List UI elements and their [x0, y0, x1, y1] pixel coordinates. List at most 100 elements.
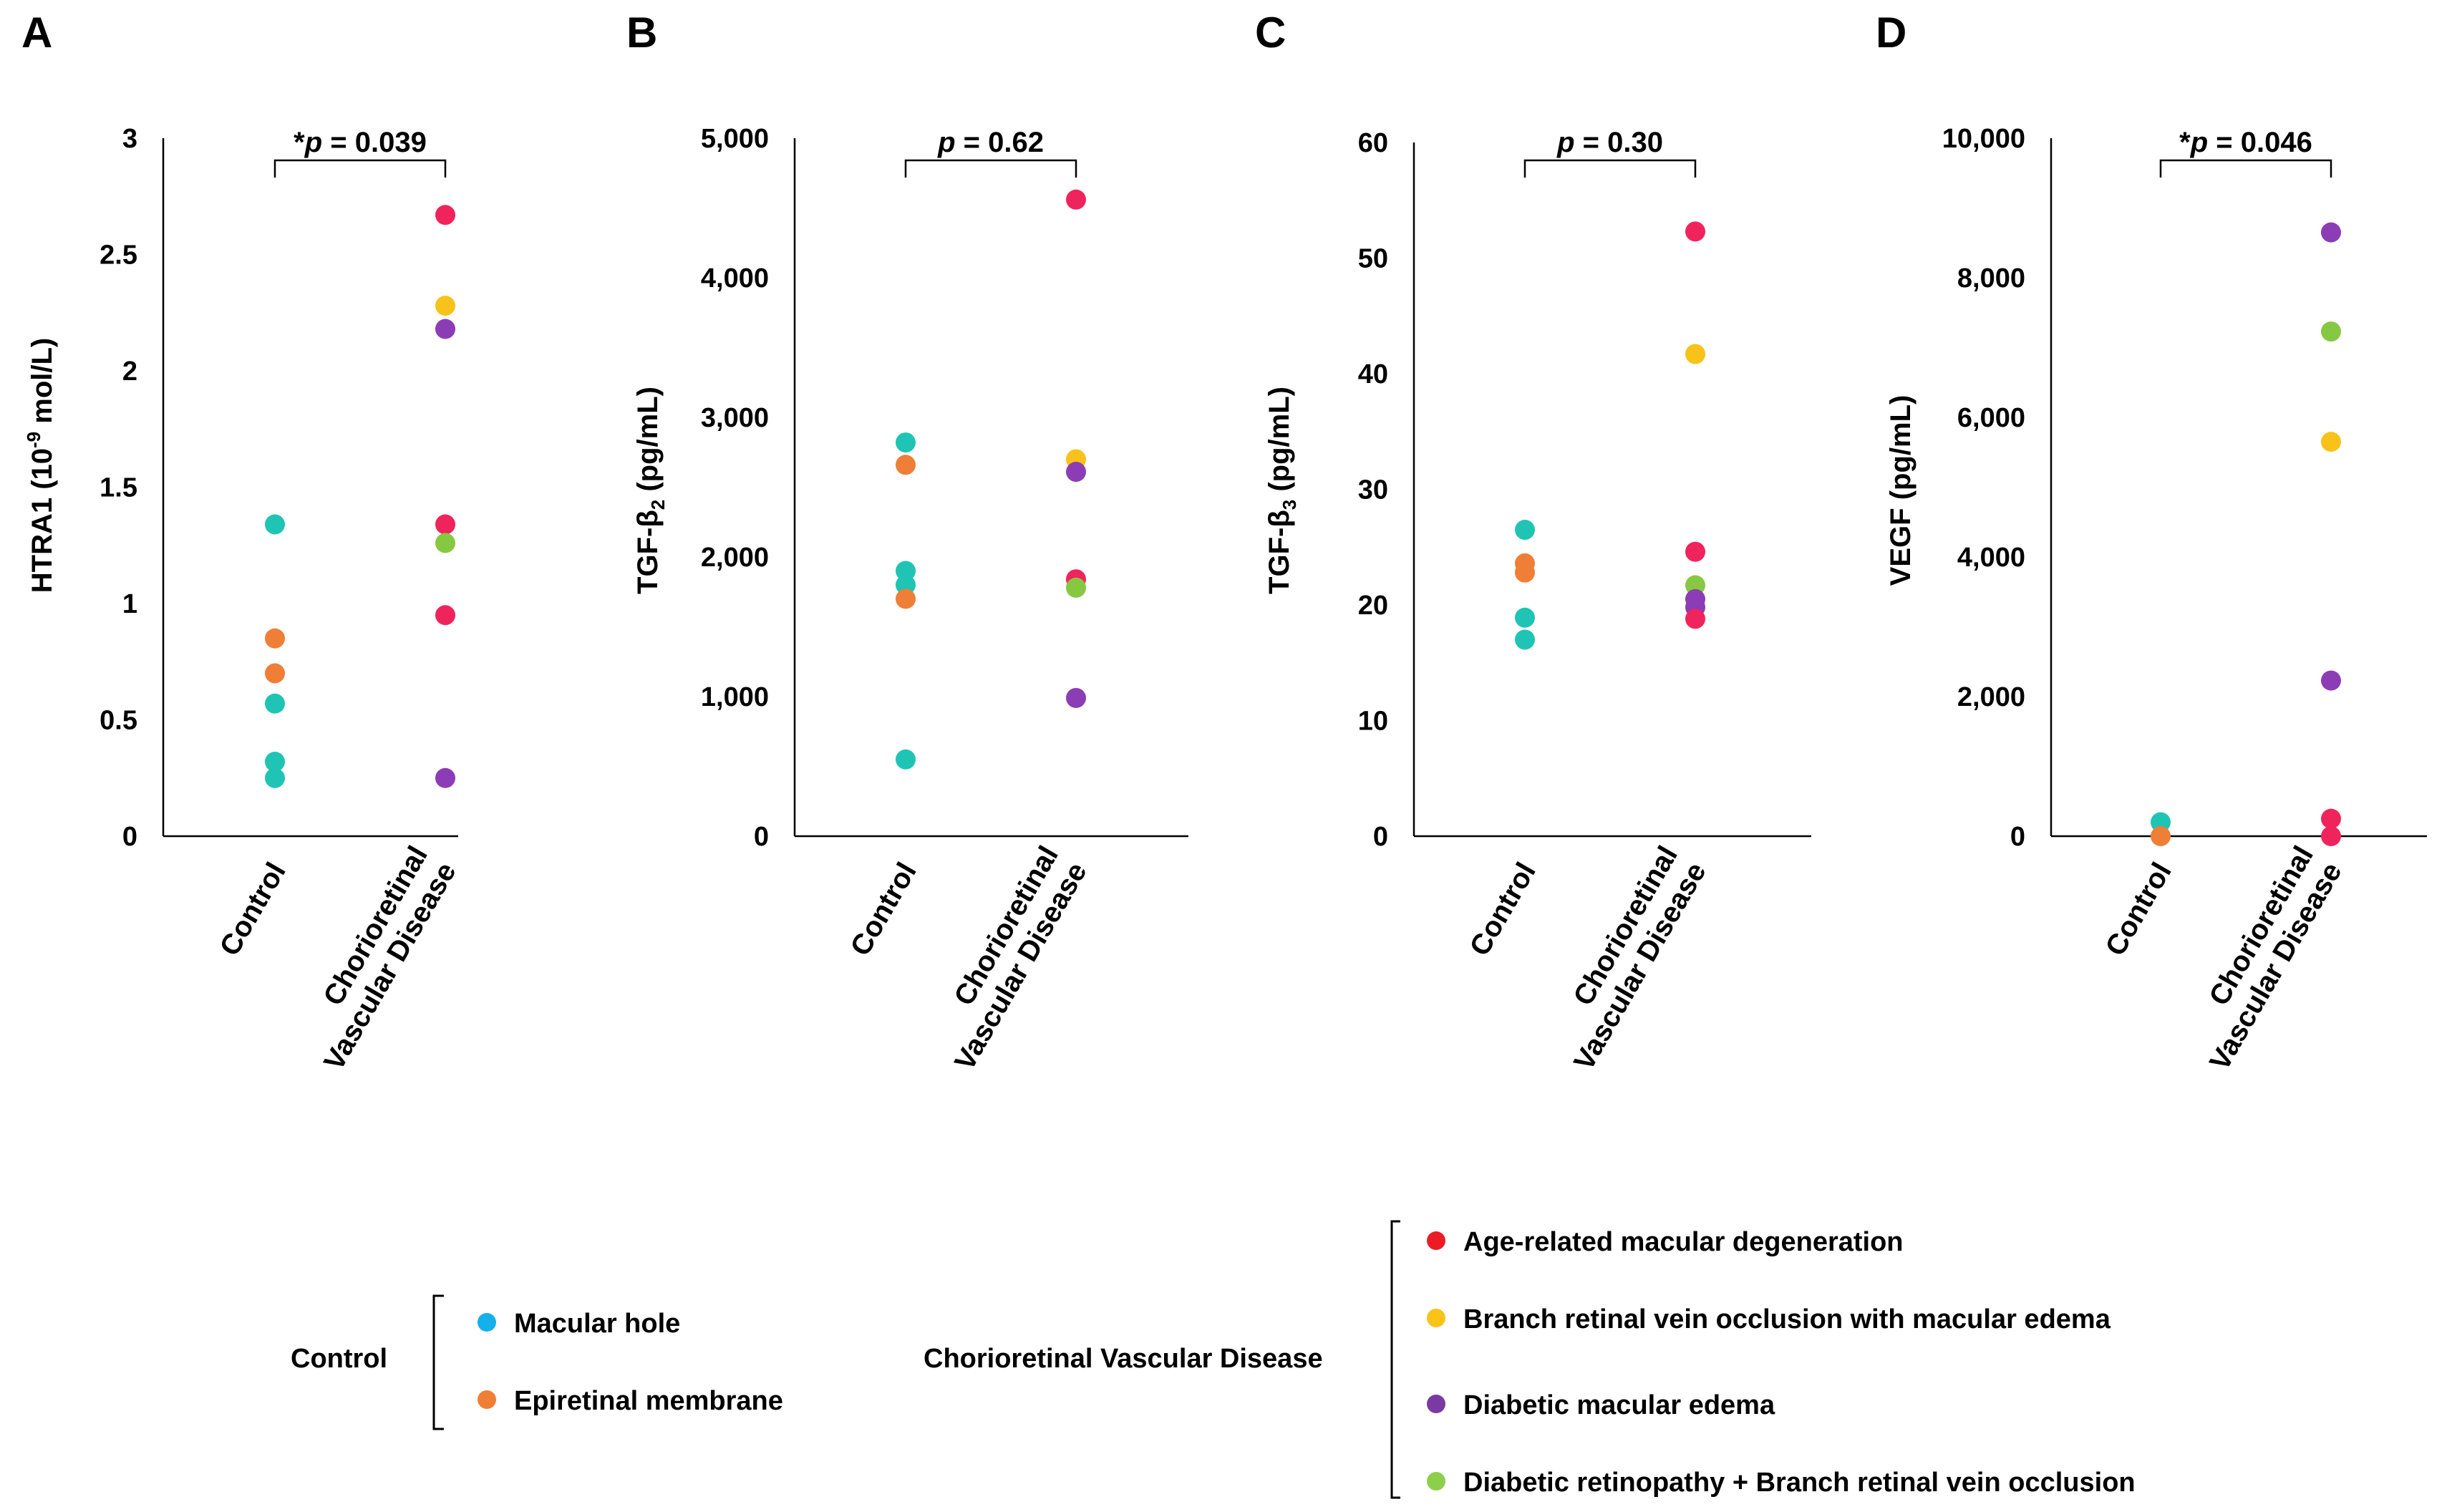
legend-item-dr-brvo: Diabetic retinopathy + Branch retinal ve… — [1463, 1468, 2136, 1498]
data-point-dr-brvo — [435, 533, 455, 553]
data-points — [896, 189, 1086, 770]
y-axis-label: TGF-β2 (pg/mL) — [632, 387, 669, 594]
y-axis-label: VEGF (pg/mL) — [1885, 395, 1916, 586]
y-tick-label: 5,000 — [701, 124, 769, 154]
y-tick-label: 8,000 — [1957, 263, 2025, 294]
data-point-macular-hole — [1515, 607, 1535, 628]
x-category-label-line: Control — [845, 858, 923, 961]
x-category-label: ChorioretinalVascular Disease — [2175, 841, 2347, 1076]
bracket-line — [904, 159, 1077, 178]
x-category-label: Control — [1464, 858, 1542, 961]
data-point-dr-brvo — [1066, 577, 1086, 598]
y-tick-label: 0.5 — [100, 706, 137, 736]
data-point-amd — [1685, 221, 1705, 242]
legend-swatch-macular-hole — [478, 1313, 496, 1332]
data-point-epiretinal-membrane — [265, 663, 285, 684]
panel-letter: C — [1255, 9, 1286, 57]
x-category-labels: Control ChorioretinalVascular Disease — [1464, 841, 1712, 1076]
y-tick-label: 0 — [754, 822, 769, 852]
data-point-amd — [1066, 189, 1086, 210]
significance-p: p — [937, 127, 955, 158]
y-tick-label: 2.5 — [100, 241, 137, 271]
significance-label: *p = 0.046 — [2179, 127, 2312, 158]
legend: Control Macular hole Epiretinal membrane… — [291, 1220, 2136, 1499]
y-axis-label: TGF-β3 (pg/mL) — [1264, 387, 1300, 594]
data-point-amd — [435, 514, 455, 535]
y-ticks: 0 10 20 30 40 50 60 — [1358, 128, 1388, 852]
y-axis-label-main: TGF-β — [1264, 510, 1295, 594]
data-point-dr-brvo — [1685, 575, 1705, 596]
legend-item-epiretinal-membrane: Epiretinal membrane — [514, 1386, 783, 1416]
y-tick-label: 2,000 — [1957, 682, 2025, 712]
legend-item-amd: Age-related macular degeneration — [1463, 1227, 1904, 1257]
data-point-epiretinal-membrane — [265, 628, 285, 649]
x-category-labels: Control ChorioretinalVascular Disease — [214, 841, 462, 1076]
data-point-epiretinal-membrane — [1515, 562, 1535, 583]
panel-letter: B — [626, 9, 657, 57]
legend-swatch-dme — [1427, 1395, 1445, 1413]
data-point-dr-brvo — [2321, 321, 2341, 342]
data-point-macular-hole — [265, 767, 285, 788]
y-tick-label: 40 — [1358, 359, 1388, 389]
significance-value: = 0.62 — [956, 127, 1044, 158]
y-ticks: 0 0.5 1 1.5 2 2.5 3 — [100, 124, 137, 852]
data-point-macular-hole — [896, 561, 916, 581]
significance-bracket — [2159, 159, 2332, 178]
data-point-dme — [435, 319, 455, 339]
panel-d: D VEGF (pg/mL) 0 2,000 4,000 6,000 8,000 10,0… — [1876, 9, 2427, 1076]
y-tick-label: 1 — [122, 589, 137, 619]
x-category-label: Control — [845, 858, 923, 961]
bracket-line — [273, 159, 447, 178]
y-tick-label: 0 — [1373, 822, 1388, 852]
legend-control-bracket — [432, 1294, 444, 1430]
y-tick-label: 4,000 — [1957, 543, 2025, 573]
data-point-amd — [435, 605, 455, 626]
significance-bracket — [273, 159, 447, 178]
significance-label: p = 0.30 — [1556, 127, 1663, 158]
x-category-label: Control — [214, 858, 292, 961]
y-axis-label-main: TGF-β — [632, 510, 664, 594]
data-point-macular-hole — [1515, 520, 1535, 541]
significance-p: p — [1556, 127, 1574, 158]
y-tick-label: 6,000 — [1957, 403, 2025, 433]
data-point-amd — [2321, 808, 2341, 829]
legend-item-dme: Diabetic macular edema — [1463, 1390, 1775, 1420]
data-point-macular-hole — [265, 514, 285, 535]
y-axis-label-tail: (pg/mL) — [1264, 387, 1295, 500]
significance-value: = 0.046 — [2208, 127, 2312, 158]
data-point-dme — [1066, 462, 1086, 483]
bracket-line — [1523, 159, 1697, 178]
significance-value: = 0.30 — [1575, 127, 1663, 158]
legend-item-macular-hole: Macular hole — [514, 1309, 680, 1339]
data-point-brvo — [2321, 432, 2341, 452]
y-axis-label-subscript: 3 — [1279, 500, 1300, 510]
y-tick-label: 10 — [1358, 707, 1388, 737]
data-points — [2151, 222, 2341, 846]
panel-letter: D — [1876, 9, 1906, 57]
y-ticks: 0 2,000 4,000 6,000 8,000 10,000 — [1942, 124, 2025, 852]
panel-a: A HTRA1 (10-9 mol/L) 0 0.5 1 1.5 2 2.5 3 *p = … — [21, 9, 462, 1076]
legend-control-title: Control — [291, 1344, 387, 1374]
data-point-macular-hole — [896, 432, 916, 453]
data-point-amd — [2321, 826, 2341, 846]
y-tick-label: 3,000 — [701, 403, 769, 433]
legend-disease-bracket — [1390, 1220, 1400, 1499]
significance-bracket — [904, 159, 1077, 178]
y-tick-label: 0 — [2010, 822, 2025, 852]
x-category-label-line: Control — [2100, 858, 2178, 961]
y-axis-label-main: HTRA1 (10 — [26, 448, 58, 593]
data-point-macular-hole — [265, 693, 285, 714]
significance-p: p — [2190, 127, 2208, 158]
data-point-amd — [1685, 541, 1705, 562]
data-point-brvo — [1685, 344, 1705, 364]
data-point-macular-hole — [265, 752, 285, 772]
axes — [1412, 142, 1811, 838]
y-tick-label: 60 — [1358, 128, 1388, 158]
legend-swatch-brvo — [1427, 1309, 1445, 1327]
data-point-macular-hole — [896, 575, 916, 595]
data-point-dme — [2321, 222, 2341, 243]
x-category-label: ChorioretinalVascular Disease — [1539, 841, 1712, 1076]
significance-p: p — [304, 127, 322, 158]
